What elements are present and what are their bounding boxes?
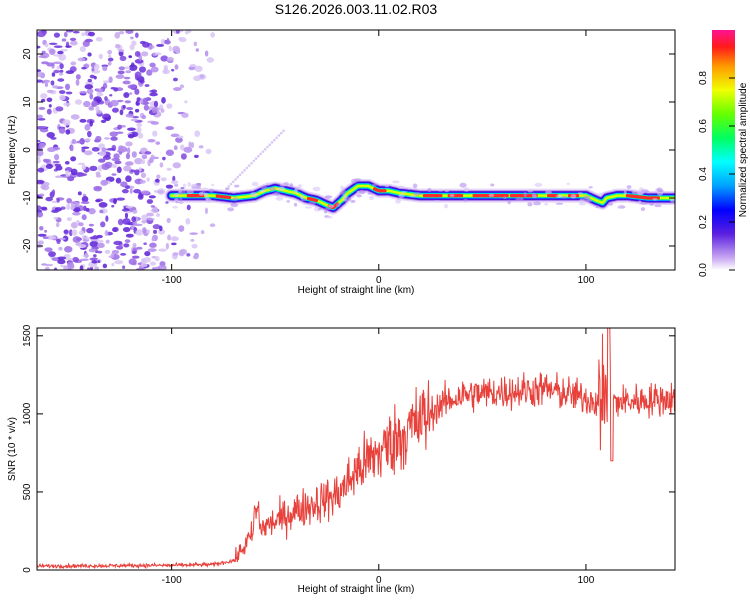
x-tick-label: 100 [578, 275, 595, 286]
snr-x-label: Height of straight line (km) [298, 584, 415, 595]
x-tick-label: -100 [162, 575, 182, 586]
y-tick-label: 500 [22, 483, 33, 500]
snr-panel: -100 0 100 0 500 1000 1500 Height of straight… [7, 324, 676, 595]
y-tick-label: -20 [22, 238, 33, 253]
y-tick-label: 0 [22, 567, 33, 573]
x-tick-label: 0 [376, 575, 382, 586]
x-tick-label: 100 [578, 575, 595, 586]
y-tick-label: 0 [22, 147, 33, 153]
colorbar-ticks: 0.0 0.2 0.4 0.6 0.8 [698, 71, 735, 277]
colorbar-tick-label: 0.2 [698, 215, 709, 229]
colorbar-tick-label: 0.4 [698, 167, 709, 181]
x-tick-label: 0 [376, 275, 382, 286]
spectrogram-x-label: Height of straight line (km) [298, 285, 415, 296]
snr-series-line [37, 328, 675, 570]
colorbar: 0.0 0.2 0.4 0.6 0.8 Normalized spectral ampl… [698, 30, 749, 277]
y-tick-label: 1500 [22, 324, 33, 347]
y-tick-label: 20 [22, 48, 33, 60]
y-tick-label: 1000 [22, 402, 33, 425]
spectrogram-y-label: Frequency (Hz) [7, 116, 18, 185]
y-tick-label: -10 [22, 190, 33, 205]
colorbar-scale [712, 30, 735, 270]
frequency-ridge [164, 178, 675, 219]
x-tick-label: -100 [162, 275, 182, 286]
snr-y-label: SNR (10 * v/v) [7, 417, 18, 481]
noise-scatter [37, 30, 285, 270]
colorbar-tick-label: 0.8 [698, 71, 709, 85]
spectrogram-y-axis: -20 -10 0 10 20 [22, 48, 675, 253]
spectrogram-x-axis: -100 0 100 [162, 30, 595, 286]
snr-x-axis: -100 0 100 [162, 328, 595, 586]
y-tick-label: 10 [22, 96, 33, 108]
colorbar-tick-label: 0.0 [698, 263, 709, 277]
colorbar-tick-label: 0.6 [698, 119, 709, 133]
snr-frame [36, 327, 676, 571]
figure-title: S126.2026.003.11.02.R03 [275, 1, 438, 17]
colorbar-label: Normalized spectral amplitude [738, 82, 749, 217]
snr-y-axis: 0 500 1000 1500 [22, 324, 675, 573]
